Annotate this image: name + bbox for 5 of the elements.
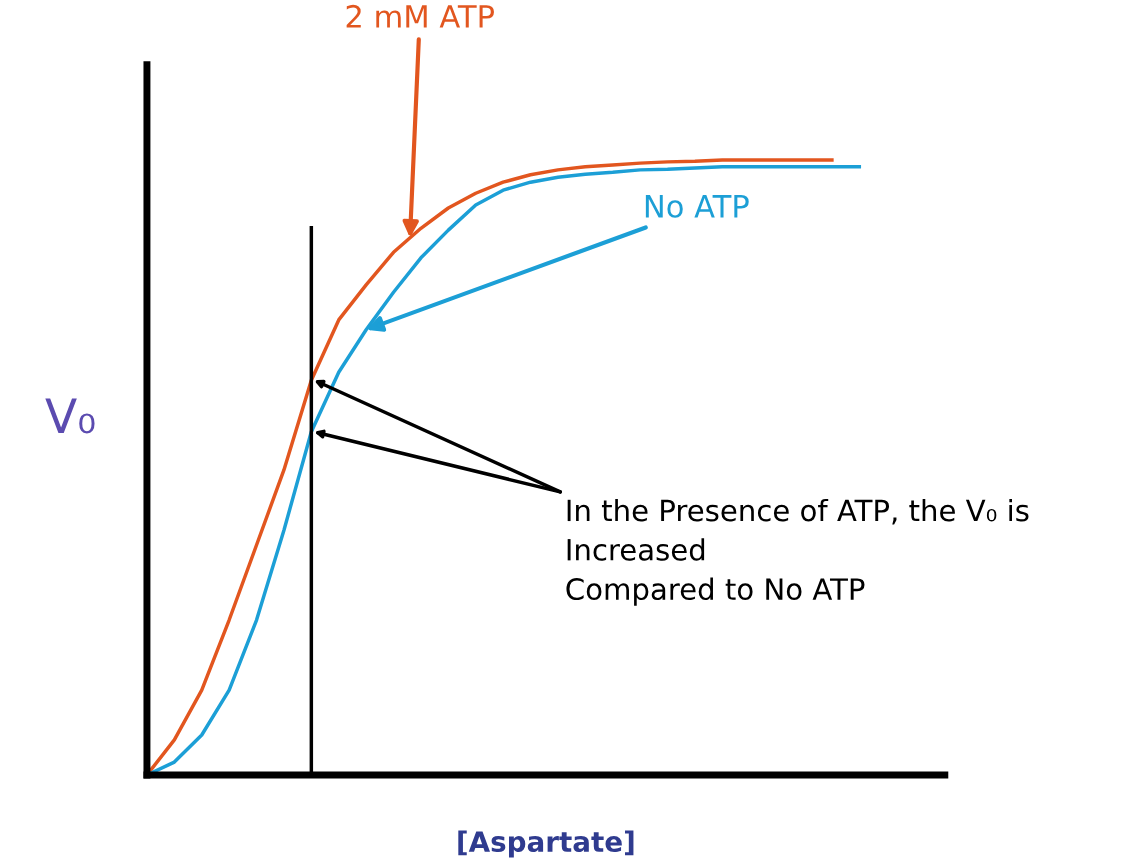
text: 2 mM ATP <box>346 4 494 28</box>
series-label: No ATP <box>645 195 749 218</box>
y-axis-title: V₀ <box>45 398 95 434</box>
x-axis-title: [Aspartate] <box>458 830 634 858</box>
annotation: In the Presence of ATP, the V₀ is Increased Compared to No ATP <box>566 498 1029 606</box>
